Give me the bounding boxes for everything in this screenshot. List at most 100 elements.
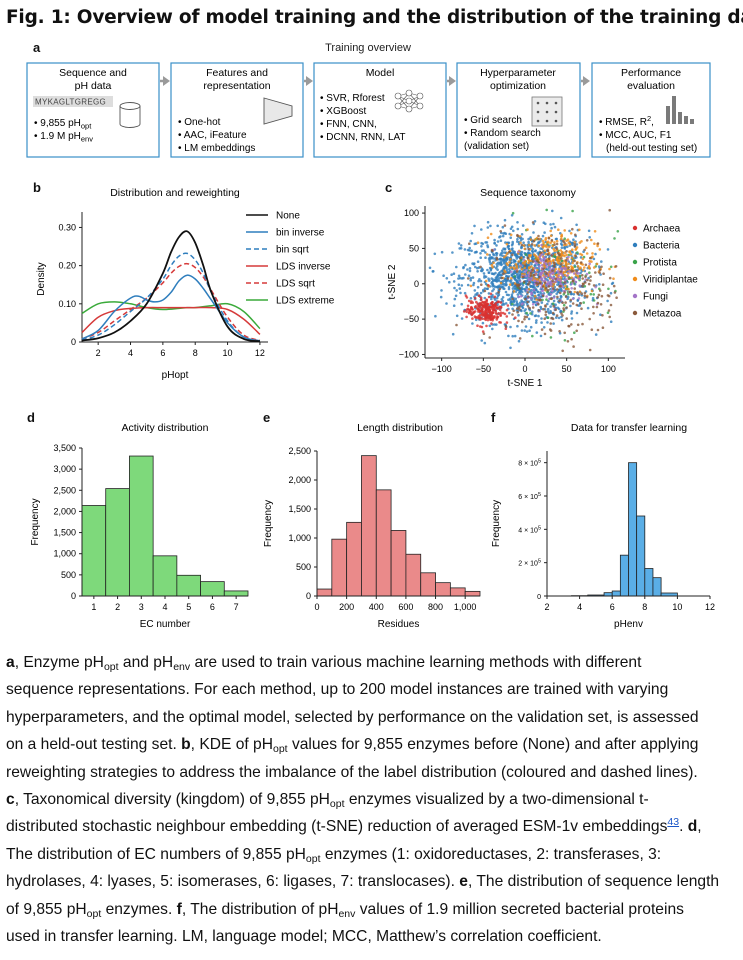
- panel-e-length-histogram: Length distribution 0 200 400 600 800 1,000 0 50…: [263, 422, 481, 630]
- scatter-point: [522, 241, 525, 244]
- scatter-point: [431, 270, 435, 273]
- scatter-point: [505, 315, 509, 318]
- flow-arrow-3: [447, 76, 456, 86]
- scatter-point: [616, 230, 620, 233]
- scatter-point: [497, 263, 501, 266]
- series-line-bin-inverse: [81, 274, 261, 342]
- scatter-point: [496, 224, 499, 228]
- chart-b-x-tick-label: 10: [223, 348, 233, 358]
- figure-caption: a, Enzyme pHopt and pHenv are used to tr…: [6, 649, 739, 950]
- bar: [105, 488, 130, 597]
- scatter-point: [571, 266, 574, 270]
- scatter-point: [556, 283, 559, 286]
- box5-title-line2: evaluation: [627, 80, 675, 92]
- scatter-point: [516, 227, 520, 231]
- scatter-point: [518, 269, 522, 273]
- scatter-point: [471, 276, 475, 279]
- scatter-point: [457, 274, 461, 278]
- scatter-point: [462, 265, 465, 269]
- scatter-point: [524, 308, 527, 311]
- scatter-point: [560, 257, 563, 260]
- scatter-point: [499, 314, 502, 317]
- scatter-point: [578, 228, 581, 232]
- scatter-point: [593, 242, 596, 245]
- panel-a-overview-diagram: Training overview Sequence and pH data M…: [26, 42, 711, 158]
- scatter-point: [469, 307, 473, 310]
- scatter-point: [509, 236, 512, 239]
- scatter-point: [455, 314, 459, 318]
- scatter-point: [490, 297, 493, 301]
- scatter-point: [510, 277, 513, 280]
- chart-f-title: Data for transfer learning: [571, 422, 687, 434]
- scatter-point: [548, 257, 551, 261]
- scatter-point: [484, 241, 487, 244]
- scatter-point: [492, 261, 495, 265]
- scatter-point: [549, 282, 553, 285]
- scatter-point: [517, 295, 521, 299]
- scatter-point: [495, 256, 499, 260]
- scatter-point: [533, 294, 537, 298]
- scatter-point: [520, 268, 524, 271]
- bar: [361, 455, 377, 597]
- scatter-point: [589, 292, 593, 296]
- scatter-point: [553, 253, 557, 256]
- scatter-point: [565, 253, 568, 257]
- scatter-point: [562, 303, 566, 307]
- scatter-point: [465, 310, 468, 314]
- scatter-point: [549, 322, 552, 325]
- scatter-point: [457, 283, 461, 286]
- legend-dot-bacteria: [632, 242, 638, 248]
- scatter-point: [575, 329, 578, 333]
- scatter-point: [502, 272, 505, 275]
- chart-c-x-tick-label: 50: [562, 364, 572, 374]
- scatter-point: [534, 249, 537, 252]
- scatter-point: [545, 265, 549, 269]
- scatter-point: [534, 321, 538, 324]
- scatter-point: [519, 257, 522, 260]
- chart-d-title: Activity distribution: [122, 422, 209, 434]
- scatter-point: [560, 234, 563, 238]
- chart-c-y-tick-label: 100: [404, 208, 419, 218]
- bar: [628, 462, 638, 597]
- scatter-point: [498, 273, 502, 277]
- scatter-point: [576, 265, 580, 268]
- flow-arrow-2: [304, 76, 313, 86]
- scatter-point: [531, 260, 535, 263]
- scatter-point: [543, 332, 547, 336]
- scatter-point: [521, 275, 525, 279]
- chart-e-x-tick-label: 400: [369, 602, 384, 612]
- scatter-point: [469, 284, 473, 288]
- scatter-point: [493, 295, 497, 299]
- scatter-point: [574, 280, 578, 284]
- scatter-point: [592, 299, 596, 302]
- scatter-point: [570, 312, 573, 315]
- scatter-point: [496, 268, 499, 271]
- scatter-point: [473, 289, 477, 292]
- bar: [390, 530, 407, 597]
- scatter-point: [578, 290, 582, 293]
- scatter-point: [560, 318, 564, 322]
- scatter-point: [455, 289, 458, 292]
- scatter-point: [553, 261, 556, 265]
- reference-link-43[interactable]: 43: [667, 816, 680, 829]
- scatter-point: [524, 264, 527, 267]
- scatter-point: [479, 291, 483, 295]
- scatter-point: [555, 239, 559, 243]
- scatter-point: [503, 279, 506, 282]
- chart-d-y-label: Frequency: [30, 498, 41, 545]
- chart-d-y-tick-label: 2,000: [53, 506, 76, 516]
- chart-f-x-tick-label: 10: [672, 602, 682, 612]
- scatter-point: [546, 321, 549, 324]
- scatter-point: [571, 209, 574, 213]
- scatter-point: [515, 274, 519, 277]
- scatter-point: [525, 330, 529, 333]
- scatter-point: [522, 287, 526, 291]
- scatter-point: [578, 267, 581, 270]
- scatter-point: [479, 256, 482, 259]
- scatter-point: [464, 273, 467, 276]
- chart-f-x-label: pHenv: [614, 619, 643, 630]
- legend-label-viridiplantae: Viridiplantae: [643, 275, 698, 286]
- scatter-point: [516, 240, 519, 243]
- box2-bullet3: • LM embeddings: [178, 143, 255, 154]
- scatter-point: [554, 267, 557, 271]
